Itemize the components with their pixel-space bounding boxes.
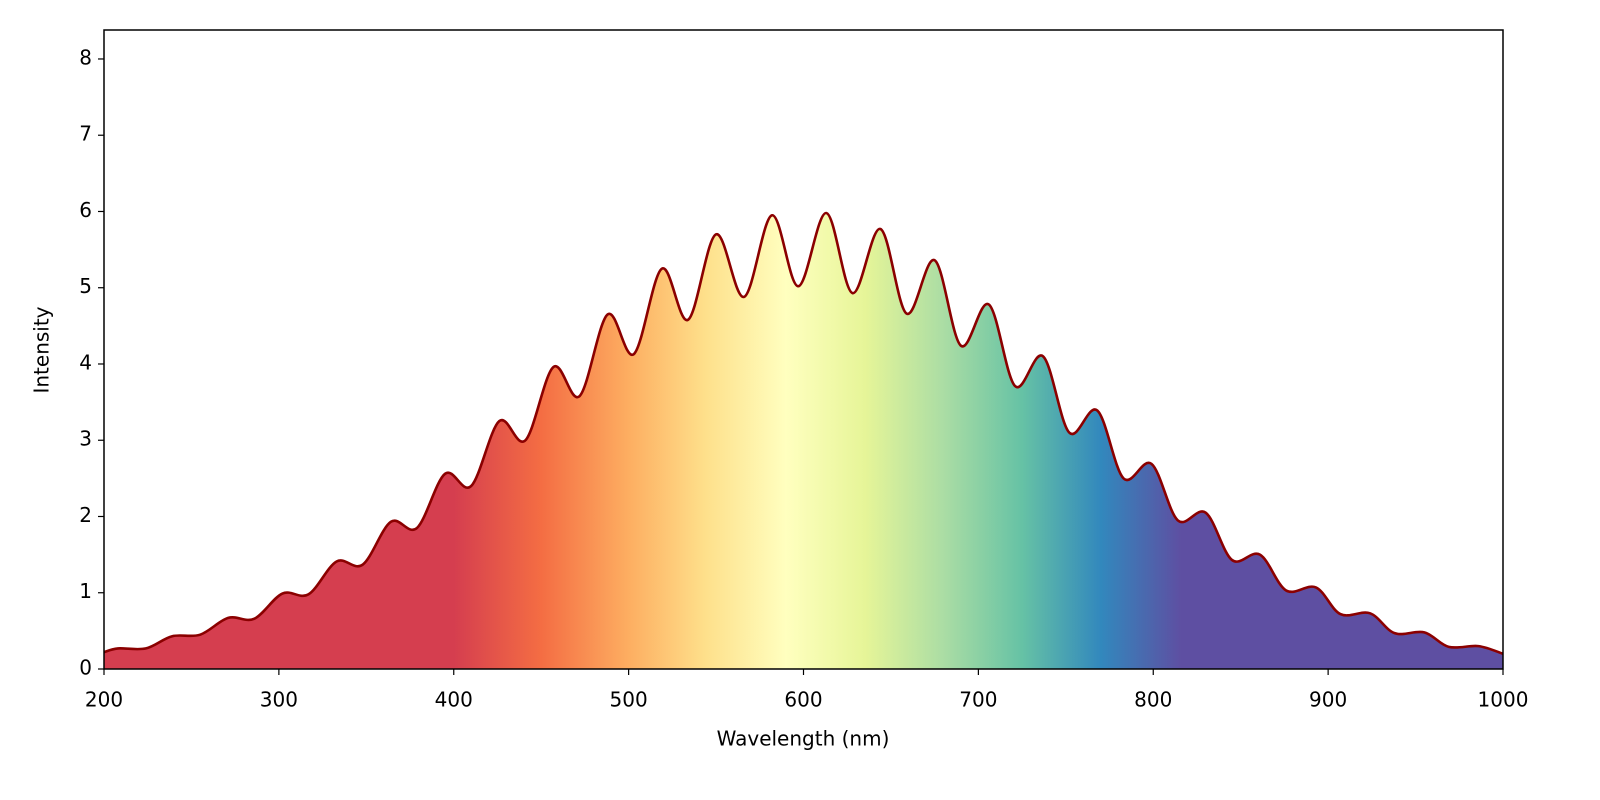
x-tick-label: 1000 <box>1478 688 1529 712</box>
area-fill <box>104 212 1503 669</box>
y-tick-label: 7 <box>79 122 92 146</box>
y-tick-label: 6 <box>79 198 92 222</box>
x-tick-label: 800 <box>1134 688 1172 712</box>
y-tick-label: 3 <box>79 427 92 451</box>
y-tick-label: 1 <box>79 579 92 603</box>
y-tick-label: 4 <box>79 350 92 374</box>
x-tick-label: 300 <box>260 688 298 712</box>
x-axis-label: Wavelength (nm) <box>717 727 890 751</box>
x-tick-label: 200 <box>85 688 123 712</box>
x-tick-label: 600 <box>784 688 822 712</box>
y-tick-label: 0 <box>79 656 92 680</box>
plot-area <box>103 211 1504 669</box>
x-tick-label: 700 <box>959 688 997 712</box>
x-tick-label: 400 <box>435 688 473 712</box>
x-tick-label: 900 <box>1309 688 1347 712</box>
x-tick-label: 500 <box>610 688 648 712</box>
y-tick-label: 2 <box>79 503 92 527</box>
y-tick-label: 5 <box>79 274 92 298</box>
y-tick-label: 8 <box>79 45 92 69</box>
y-axis-label: Intensity <box>30 306 54 393</box>
spectrum-line <box>103 211 1504 655</box>
